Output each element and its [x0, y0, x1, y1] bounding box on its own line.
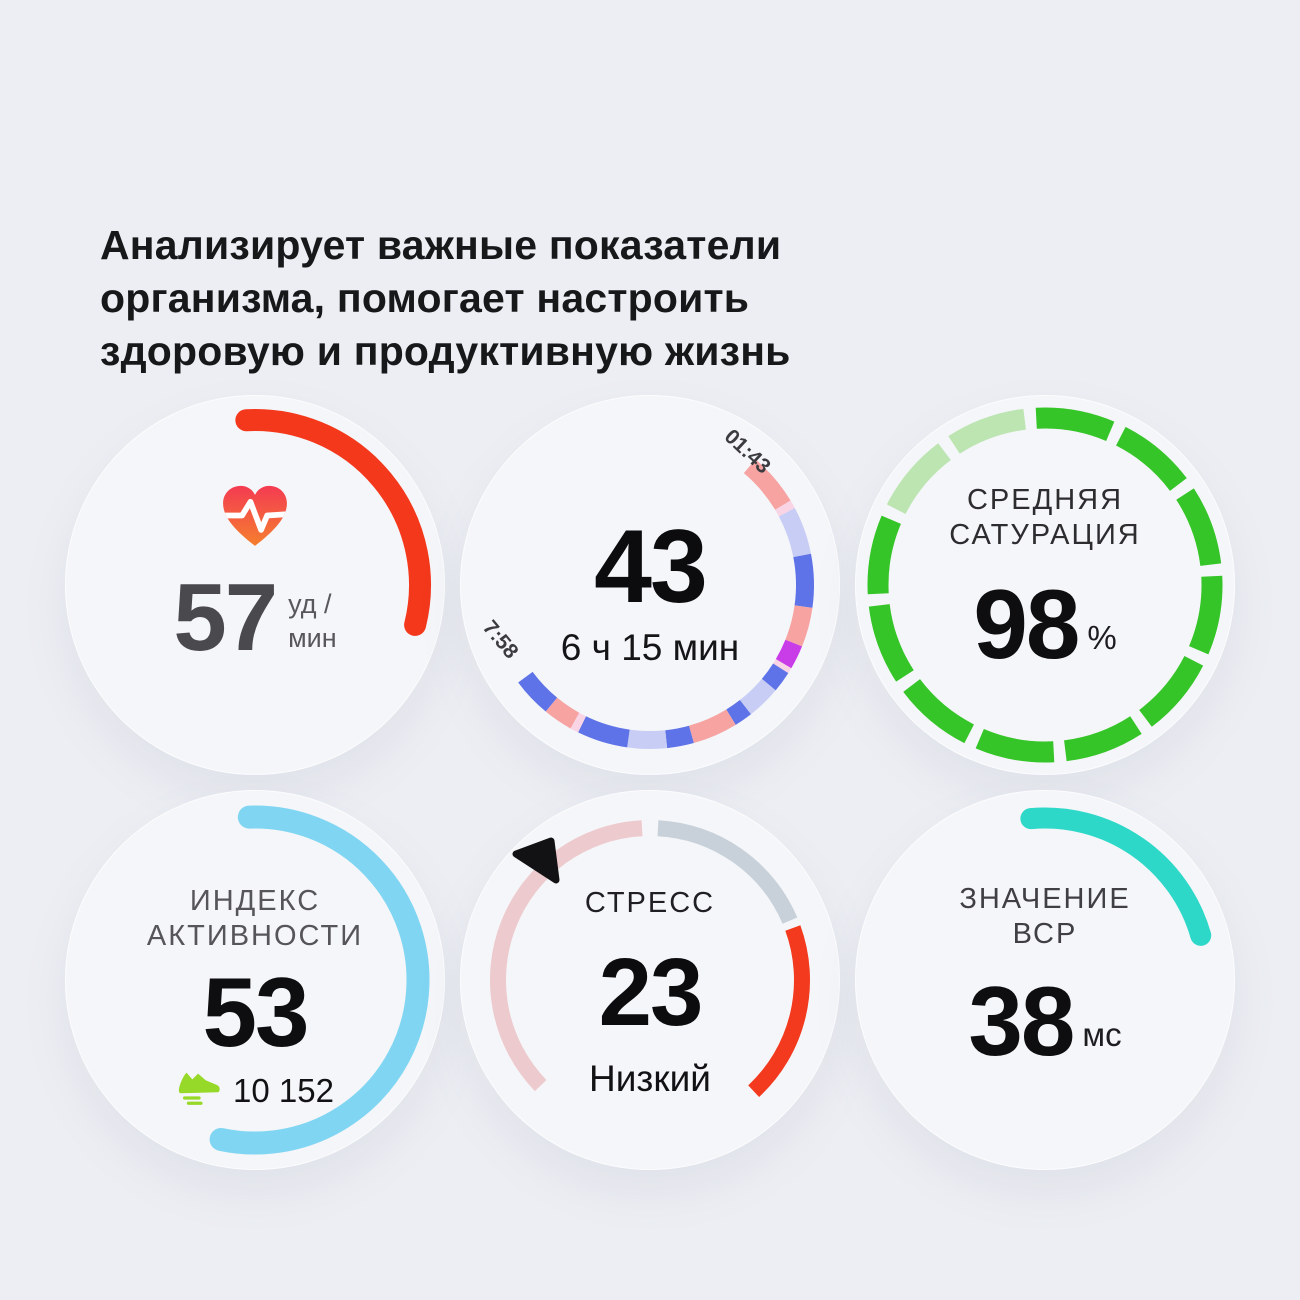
stress-title: СТРЕСС — [584, 887, 716, 919]
page-title: Анализирует важные показатели организма,… — [100, 219, 791, 378]
headline-line-3: здоровую и продуктивную жизнь — [100, 328, 791, 375]
heart-rate-value-group: 57 уд / мин — [65, 564, 445, 671]
stress-value: 23 — [598, 939, 704, 1046]
headline-line-2: организма, помогает настроить — [100, 275, 750, 322]
hrv-value-group: 38 мс — [855, 966, 1235, 1076]
heart-rate-value: 57 — [173, 564, 278, 671]
sleep-duration: 6 ч 15 мин — [560, 627, 740, 668]
activity-title: ИНДЕКС АКТИВНОСТИ — [146, 885, 364, 952]
hrv-unit: мс — [1082, 1016, 1122, 1054]
hrv-value: 38 — [968, 966, 1075, 1076]
heart-pulse-icon — [217, 479, 293, 560]
sleep-score: 43 — [594, 509, 708, 625]
headline-line-1: Анализирует важные показатели — [100, 222, 782, 269]
activity-steps: 10 152 — [233, 1072, 334, 1109]
saturation-widget: СРЕДНЯЯ САТУРАЦИЯ 98 % — [855, 395, 1235, 775]
activity-steps-group: 10 152 — [65, 1067, 445, 1115]
saturation-value-group: 98 % — [855, 569, 1235, 679]
saturation-title: СРЕДНЯЯ САТУРАЦИЯ — [949, 484, 1141, 551]
sleep-widget: 01:43 7:58 43 6 ч 15 мин — [460, 395, 840, 775]
saturation-unit: % — [1087, 619, 1117, 657]
activity-value: 53 — [202, 957, 309, 1067]
activity-widget: ИНДЕКС АКТИВНОСТИ 53 10 152 — [65, 790, 445, 1170]
stress-level: Низкий — [589, 1058, 711, 1099]
heart-rate-widget: 57 уд / мин — [65, 395, 445, 775]
stress-widget: СТРЕСС 23 Низкий — [460, 790, 840, 1170]
saturation-value: 98 — [973, 569, 1080, 679]
hrv-widget: ЗНАЧЕНИЕ ВСР 38 мс — [855, 790, 1235, 1170]
stress-pointer-icon — [460, 790, 840, 1175]
hrv-title: ЗНАЧЕНИЕ ВСР — [959, 883, 1131, 950]
heart-rate-unit: уд / мин — [288, 589, 337, 653]
sneaker-icon — [176, 1067, 222, 1115]
